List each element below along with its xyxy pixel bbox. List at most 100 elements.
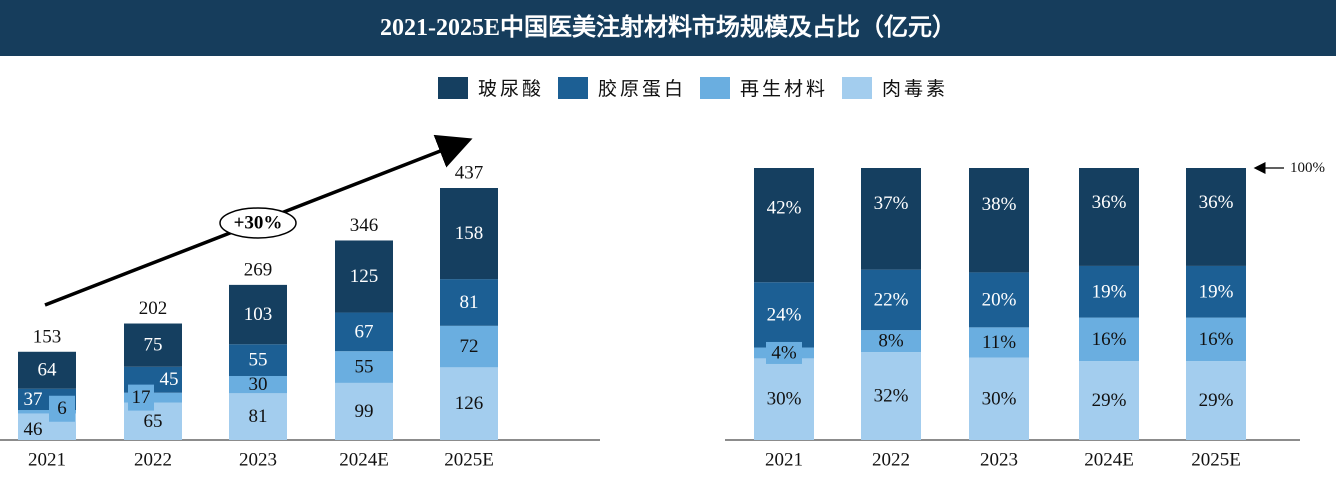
data-label: 55	[249, 350, 268, 371]
bar-segment	[969, 357, 1029, 440]
data-label: 158	[455, 223, 484, 244]
data-label: 24%	[767, 304, 802, 325]
annotation-ellipse	[219, 207, 297, 239]
x-tick-label: 2025E	[1191, 450, 1241, 471]
bar-segment	[229, 393, 287, 440]
label-box	[766, 341, 802, 364]
bar-segment	[861, 352, 921, 440]
bar-segment	[1186, 265, 1246, 318]
bar-segment	[969, 272, 1029, 328]
data-label: 72	[460, 336, 479, 357]
bar-segment	[1186, 361, 1246, 440]
data-label: 20%	[982, 289, 1017, 310]
bar-segment	[1079, 168, 1139, 266]
bar-segment	[440, 325, 498, 368]
bar-segment	[1079, 265, 1139, 318]
bar-segment	[229, 344, 287, 376]
chart-title: 2021-2025E中国医美注射材料市场规模及占比（亿元）	[0, 0, 1336, 56]
data-label: 29%	[1092, 390, 1127, 411]
data-label: 11%	[982, 332, 1016, 353]
data-label: 81	[249, 406, 268, 427]
x-tick-label: 2021	[765, 450, 803, 471]
bar-segment	[1079, 317, 1139, 362]
x-tick-label: 2023	[980, 450, 1018, 471]
data-label: 81	[460, 292, 479, 313]
bar-segment	[18, 351, 76, 389]
legend-item: 肉毒素	[842, 74, 948, 101]
bar-segment	[861, 330, 921, 353]
bar-segment	[1186, 168, 1246, 266]
data-label: 19%	[1199, 281, 1234, 302]
x-tick-label: 2022	[872, 450, 910, 471]
x-tick-label: 2024E	[1084, 450, 1134, 471]
bar-segment	[124, 323, 182, 367]
total-label: 202	[139, 298, 168, 319]
data-label: 125	[350, 266, 379, 287]
bar-segment	[969, 168, 1029, 273]
bar-segment	[861, 168, 921, 270]
bar-segment	[1186, 317, 1246, 362]
data-label: 30%	[982, 388, 1017, 409]
bar-segment	[229, 284, 287, 345]
total-label: 153	[33, 326, 62, 347]
data-label: 36%	[1092, 192, 1127, 213]
data-label: 17	[132, 387, 151, 408]
legend-label: 胶原蛋白	[598, 78, 687, 100]
x-tick-label: 2021	[28, 450, 66, 471]
bar-segment	[754, 168, 814, 283]
label-box	[128, 384, 154, 411]
x-tick-label: 2024E	[339, 450, 389, 471]
legend-item: 胶原蛋白	[558, 74, 686, 101]
legend: 玻尿酸 胶原蛋白 再生材料 肉毒素	[438, 74, 948, 101]
data-label: 75	[144, 335, 163, 356]
data-label: 32%	[874, 386, 909, 407]
data-label: 8%	[878, 331, 904, 352]
data-label: 103	[244, 304, 273, 325]
data-label: 45	[160, 369, 179, 390]
data-label: 19%	[1092, 281, 1127, 302]
data-label: 37%	[874, 193, 909, 214]
data-label: 126	[455, 393, 484, 414]
data-label: 37	[24, 389, 43, 410]
bar-segment	[18, 410, 76, 414]
bar-segment	[440, 188, 498, 280]
data-label: 38%	[982, 194, 1017, 215]
legend-swatch	[842, 76, 873, 99]
data-label: 22%	[874, 289, 909, 310]
legend-label: 肉毒素	[882, 78, 949, 100]
data-label: 30%	[767, 389, 802, 410]
x-tick-label: 2025E	[444, 450, 494, 471]
legend-item: 玻尿酸	[438, 74, 544, 101]
data-label: 99	[355, 401, 374, 422]
legend-label: 玻尿酸	[478, 78, 545, 100]
data-label: 16%	[1092, 329, 1127, 350]
legend-swatch	[438, 76, 468, 99]
legend-item: 再生材料	[700, 74, 828, 101]
data-label: 6	[57, 398, 67, 419]
data-label: 16%	[1199, 329, 1234, 350]
growth-annotation: +30%	[234, 213, 283, 234]
bar-segment	[754, 282, 814, 348]
legend-label: 再生材料	[740, 78, 829, 100]
bar-segment	[1079, 361, 1139, 440]
total-label: 437	[455, 163, 484, 184]
data-label: 65	[144, 411, 163, 432]
data-label: 36%	[1199, 192, 1234, 213]
bar-segment	[861, 269, 921, 331]
percent-annotation: 100%	[1290, 160, 1325, 176]
data-label: 67	[355, 321, 374, 342]
data-label: 4%	[771, 342, 797, 363]
data-label: 55	[355, 357, 374, 378]
x-tick-label: 2023	[239, 450, 277, 471]
bar-segment	[335, 351, 393, 383]
legend-swatch	[558, 76, 589, 99]
total-label: 269	[244, 259, 273, 280]
bar-segment	[440, 367, 498, 440]
x-tick-label: 2022	[134, 450, 172, 471]
bar-segment	[335, 382, 393, 440]
total-label: 346	[350, 215, 379, 236]
data-label: 30	[249, 374, 268, 395]
bar-segment	[440, 279, 498, 326]
bar-segment	[229, 375, 287, 394]
data-label: 46	[24, 419, 43, 440]
